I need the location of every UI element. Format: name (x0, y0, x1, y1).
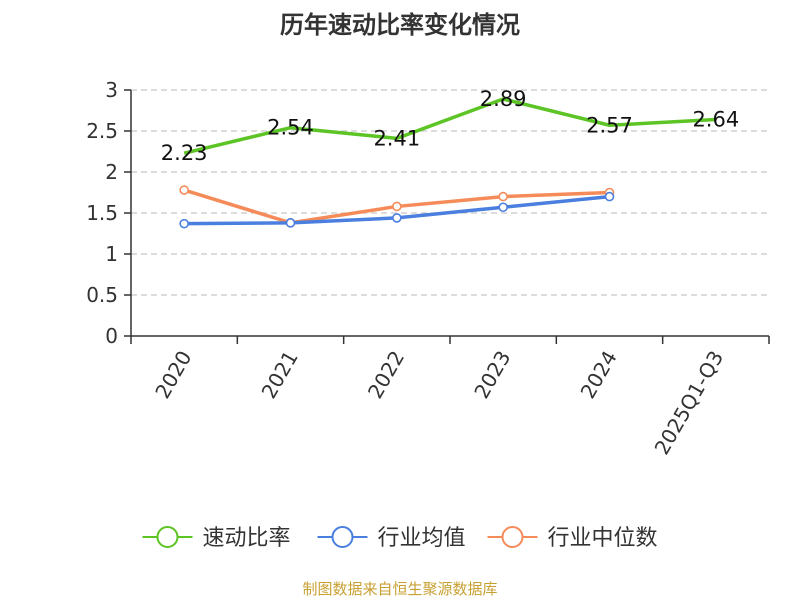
data-labels: 2.23 2.54 2.41 2.89 2.57 2.64 (161, 87, 739, 165)
legend-item: 行业中位数 (488, 526, 658, 551)
y-tick-label: 2 (105, 160, 118, 184)
legend-item: 速动比率 (143, 526, 291, 551)
y-tick-label: 2.5 (86, 119, 118, 143)
y-tick-label: 1.5 (86, 201, 118, 225)
series-line (184, 99, 716, 153)
data-label: 2.89 (480, 87, 527, 111)
data-label: 2.41 (373, 126, 420, 150)
axes: 0 0.5 1 1.5 2 2.5 3 2020 2021 2022 2023 2024 2025Q1-… (86, 78, 769, 459)
series-point (499, 193, 507, 201)
series-point (499, 203, 507, 211)
x-tick-label: 2024 (576, 347, 622, 403)
legend-swatch-marker (503, 527, 523, 547)
y-tick-label: 1 (105, 242, 118, 266)
y-tick-label: 0.5 (86, 283, 118, 307)
chart-title: 历年速动比率变化情况 (280, 11, 520, 39)
data-label: 2.54 (267, 116, 314, 140)
legend-swatch-marker (333, 527, 353, 547)
x-tick-label: 2022 (363, 347, 409, 403)
data-label: 2.23 (161, 141, 208, 165)
x-tick-label: 2025Q1-Q3 (649, 347, 728, 459)
legend-swatch-marker (158, 527, 178, 547)
series-point (606, 193, 614, 201)
series-point (393, 202, 401, 210)
legend: 速动比率 行业均值 行业中位数 (143, 526, 658, 551)
source-note: 制图数据来自恒生聚源数据库 (302, 580, 497, 598)
series-point (180, 186, 188, 194)
series-lines (180, 99, 716, 228)
x-tick-label: 2023 (469, 346, 515, 402)
data-label: 2.57 (586, 113, 633, 137)
series-point (287, 219, 295, 227)
x-tick-label: 2020 (150, 347, 196, 403)
legend-label: 速动比率 (203, 526, 291, 551)
series-point (180, 220, 188, 228)
legend-label: 行业中位数 (548, 526, 658, 551)
y-tick-label: 3 (105, 78, 118, 102)
x-tick-label: 2021 (257, 347, 303, 403)
y-tick-label: 0 (105, 324, 118, 348)
legend-item: 行业均值 (318, 526, 466, 551)
legend-label: 行业均值 (378, 526, 466, 551)
data-label: 2.64 (692, 108, 739, 132)
series-point (393, 214, 401, 222)
